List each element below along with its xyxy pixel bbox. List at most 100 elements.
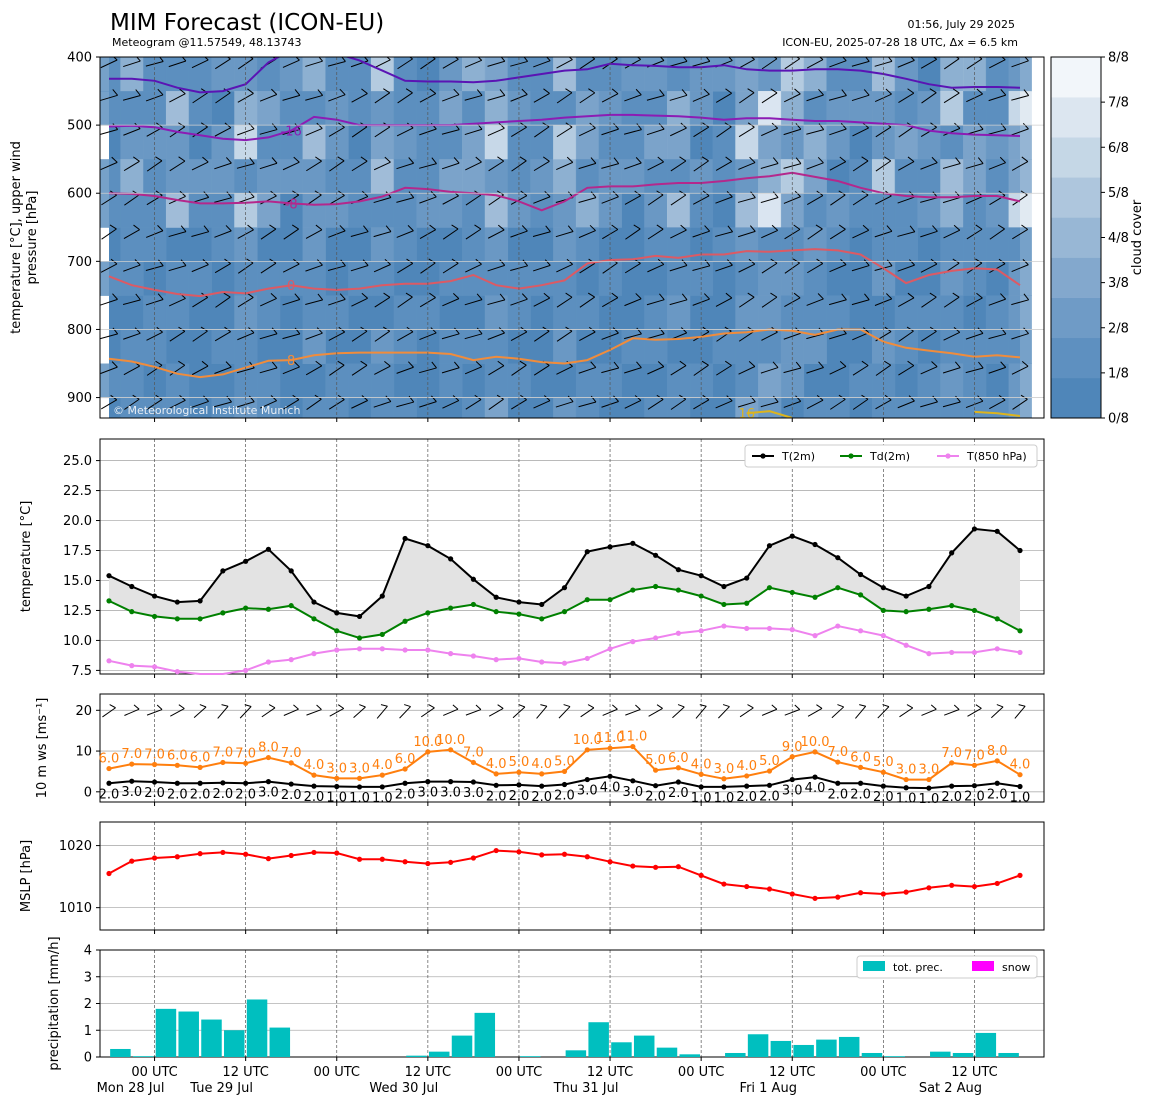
gust-label: 7.0 [827, 745, 848, 760]
wind-barb [464, 89, 483, 101]
data-point [220, 849, 226, 856]
gust-label: 7.0 [964, 748, 985, 763]
wind-barb [146, 704, 163, 716]
cloud-cell [917, 91, 941, 126]
data-point [766, 886, 773, 892]
data-point [356, 784, 363, 790]
cloud-cell [100, 91, 121, 126]
wind-barb [351, 292, 368, 307]
wind-barb [169, 88, 186, 103]
cloud-cell [1008, 397, 1032, 418]
cloud-cell [985, 295, 1010, 330]
cloud-cell [348, 91, 372, 126]
mean-wind-label: 3.0 [121, 785, 142, 800]
cloud-cell [894, 397, 919, 418]
cloud-cell [803, 125, 827, 160]
wind-barb [487, 224, 505, 239]
wind-barb [852, 224, 870, 239]
mean-wind-label: 2.0 [850, 787, 871, 802]
data-point [630, 540, 636, 546]
wind-barb [967, 704, 982, 717]
wind-barb [670, 122, 687, 137]
x-tick-label: 12 UTC [587, 1065, 633, 1080]
cloud-cell [940, 261, 964, 296]
data-point [539, 616, 545, 622]
cloud-cell [462, 159, 486, 194]
cloud-cell [735, 295, 759, 330]
mean-wind-label: 4.0 [600, 780, 621, 795]
mslp-panel: 1010 1020 MSLP [hPa] [19, 821, 1045, 934]
data-point [744, 783, 750, 789]
wind-barb [487, 122, 505, 137]
data-point [926, 583, 932, 590]
data-point [857, 628, 864, 634]
wind-barb [761, 88, 778, 104]
cloud-cell [894, 125, 919, 160]
y-tick-label: 22.5 [63, 484, 92, 499]
wind-barb [578, 361, 597, 374]
cloud-cell [849, 193, 873, 228]
data-point [539, 783, 545, 789]
wind-barb [715, 191, 733, 204]
cloud-cell [165, 397, 190, 418]
gust-label: 3.0 [349, 761, 370, 776]
wind-barb [669, 57, 688, 67]
cloud-cell [917, 125, 941, 160]
cloud-cell [871, 363, 896, 399]
wind-barb [215, 57, 231, 70]
cloud-cell [165, 295, 190, 330]
data-point [926, 651, 932, 657]
wind-barb [168, 225, 187, 238]
wind-barb [1011, 360, 1029, 375]
cloud-cell [120, 227, 144, 262]
cloud-cell [211, 329, 235, 365]
data-point [766, 625, 773, 632]
precip-bar [725, 1052, 746, 1057]
cloud-cell [100, 159, 121, 194]
wind-barb [465, 156, 482, 171]
wind-barb [533, 57, 551, 68]
data-point [857, 890, 864, 896]
data-point [766, 782, 773, 788]
cloud-cell [279, 57, 304, 92]
data-point [129, 858, 135, 864]
wind-barb [214, 225, 232, 238]
cloud-cell [1008, 227, 1032, 262]
data-point [903, 776, 909, 783]
colorbar-tick-label: 2/8 [1108, 321, 1129, 336]
wind-barb [351, 360, 368, 376]
cloud-cover-colorbar: 0/8 1/8 2/8 3/8 4/8 5/8 6/8 7/8 8/8 cloud cover [1050, 51, 1145, 427]
wind-barb [988, 89, 1007, 102]
cloud-cell [120, 329, 144, 365]
cloud-cell [120, 57, 144, 92]
wind-barb [579, 88, 596, 104]
data-point [835, 894, 841, 900]
wind-barb [695, 704, 707, 719]
colorbar-band [1051, 177, 1101, 218]
cloud-cell [871, 193, 896, 228]
cloud-cell [165, 91, 190, 126]
data-point [243, 558, 249, 564]
wind-barb [533, 395, 551, 409]
mean-wind-label: 2.0 [144, 786, 165, 801]
wind-barb [260, 224, 277, 240]
contour-label: -24 [281, 44, 302, 59]
wind-barb [897, 225, 916, 237]
wind-barb [921, 88, 937, 104]
wind-barb [670, 360, 687, 376]
data-point [197, 616, 203, 622]
colorbar-tick-label: 0/8 [1108, 412, 1129, 427]
cloud-cell [257, 295, 281, 330]
wind-barb [899, 704, 914, 718]
cloud-cell [1008, 125, 1032, 160]
cloud-cell [849, 159, 873, 194]
precip-bar [816, 1039, 837, 1057]
wind-barb [376, 704, 388, 719]
mean-wind-label: 3.0 [577, 784, 598, 799]
precip-bar [998, 1052, 1019, 1057]
cloud-cell [553, 91, 577, 126]
wind-barb [464, 327, 483, 340]
data-point [106, 870, 112, 877]
wind-barb [305, 122, 323, 136]
precip-bar [770, 1040, 792, 1057]
